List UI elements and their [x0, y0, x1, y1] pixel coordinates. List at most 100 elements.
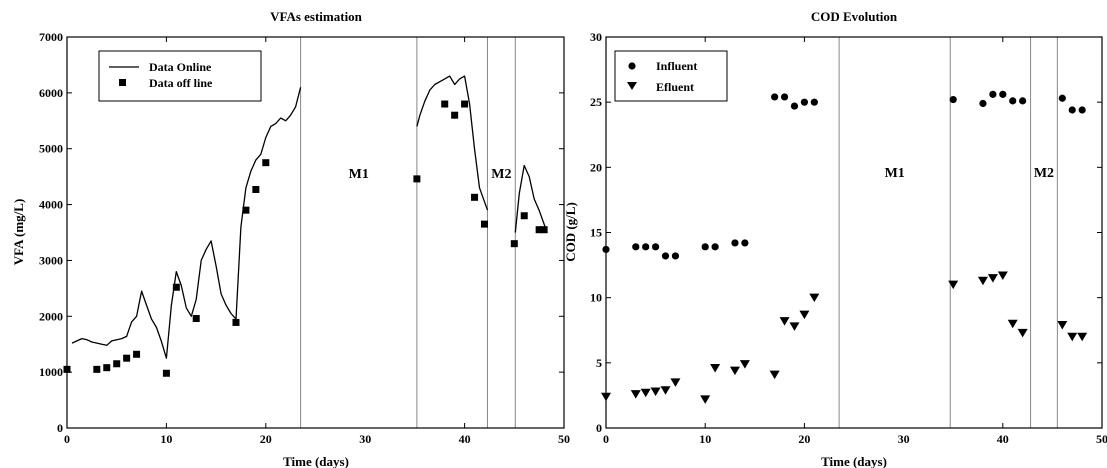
vfa-x-tick-label: 20 [260, 432, 272, 446]
cod-x-tick-label: 20 [798, 432, 810, 446]
cod-x-tick-label: 0 [603, 432, 609, 446]
cod-chart-title: COD Evolution [811, 9, 898, 24]
vfa-y-tick-label: 7000 [39, 30, 63, 44]
vfa-chart-title: VFAs estimation [270, 9, 363, 24]
cod-x-tick-label: 30 [898, 432, 910, 446]
vfa-region-m1 [300, 36, 418, 429]
data-point-data-off-line [451, 111, 459, 119]
vfa-y-tick-label: 6000 [39, 86, 63, 100]
data-point-data-off-line [93, 365, 101, 373]
legend-square-symbol [119, 79, 126, 86]
cod-y-tick-label: 30 [590, 30, 602, 44]
vfa-y-tick-label: 5000 [39, 142, 63, 156]
data-point-influent [810, 98, 818, 106]
data-point-efluent [977, 276, 988, 286]
cod-y-tick-label: 5 [596, 356, 602, 370]
data-point-influent [1058, 94, 1066, 102]
data-point-influent [1019, 97, 1027, 105]
vfa-x-tick-label: 30 [359, 432, 371, 446]
cod-x-tick-label: 10 [699, 432, 711, 446]
data-point-data-off-line [540, 226, 548, 234]
data-point-influent [671, 252, 680, 260]
legend-entry-data-offline: Data off line [149, 76, 213, 90]
data-point-efluent [1057, 321, 1068, 330]
data-point-influent [642, 243, 650, 251]
cod-y-axis-label: COD (g/L) [563, 202, 578, 262]
data-point-influent [731, 239, 739, 247]
data-point-efluent [987, 274, 998, 283]
cod-x-tick-label: 40 [997, 432, 1009, 446]
cod-region-m2 [1030, 36, 1058, 429]
data-point-efluent [789, 322, 800, 331]
data-point-influent [661, 252, 670, 260]
vfa-region-label-m2: M2 [491, 167, 511, 182]
cod-region-label-m2: M2 [1034, 166, 1054, 181]
data-point-influent [741, 239, 749, 247]
data-point-efluent [779, 317, 790, 326]
series-line-data-online [416, 75, 489, 211]
data-point-efluent [670, 378, 681, 387]
data-point-data-off-line [471, 193, 479, 201]
data-point-data-off-line [123, 354, 131, 362]
data-point-efluent [650, 387, 661, 397]
data-point-influent [1078, 106, 1086, 114]
data-point-influent [949, 95, 957, 104]
data-point-efluent [729, 366, 740, 376]
cod-legend: Influent Efluent [614, 50, 728, 102]
data-point-efluent [660, 386, 671, 395]
data-point-data-off-line [520, 212, 528, 220]
vfa-y-tick-label: 0 [57, 421, 63, 435]
vfa-chart: VFAs estimation Time (days) VFA (mg/L) 0… [11, 9, 570, 468]
data-point-data-off-line [232, 318, 240, 326]
cod-chart: COD Evolution Time (days) COD (g/L) 0 10 2… [563, 9, 1107, 468]
legend-circle-symbol [628, 62, 636, 70]
data-point-data-off-line [192, 315, 200, 323]
data-point-influent [989, 90, 997, 98]
vfa-legend: Data Online Data off line [98, 50, 262, 102]
data-point-efluent [630, 390, 641, 399]
data-point-influent [652, 243, 660, 251]
data-point-influent [800, 98, 809, 106]
data-point-efluent [769, 370, 780, 380]
data-point-efluent [710, 364, 721, 373]
legend-triangle-symbol [627, 82, 637, 90]
vfa-y-tick-label: 1000 [39, 365, 63, 379]
vfa-x-tick-label: 50 [558, 432, 570, 446]
vfa-y-axis-label: VFA (mg/L) [11, 199, 26, 266]
data-point-data-off-line [461, 100, 469, 108]
data-point-data-off-line [413, 175, 421, 183]
data-point-influent [999, 90, 1007, 98]
vfa-legend-box [98, 50, 262, 102]
legend-entry-data-online: Data Online [149, 60, 212, 74]
legend-entry-efluent: Efluent [656, 80, 694, 94]
data-point-data-off-line [172, 283, 180, 291]
cod-y-tick-label: 10 [590, 291, 602, 305]
vfa-region-label-m1: M1 [349, 167, 369, 182]
vfa-x-tick-label: 10 [160, 432, 172, 446]
cod-region-m1 [838, 36, 951, 429]
data-point-efluent [700, 395, 711, 404]
data-point-influent [711, 243, 719, 251]
vfa-y-tick-label: 3000 [39, 253, 63, 267]
data-point-efluent [997, 271, 1008, 281]
data-point-efluent [799, 310, 810, 320]
data-point-influent [771, 93, 779, 101]
vfa-y-tick-label: 2000 [39, 309, 63, 323]
cod-y-tick-label: 20 [590, 160, 602, 174]
legend-entry-influent: Influent [656, 59, 697, 73]
cod-y-tick-label: 0 [596, 421, 602, 435]
data-point-data-off-line [103, 364, 111, 372]
cod-legend-box [614, 50, 728, 102]
vfa-x-axis-label: Time (days) [283, 454, 349, 468]
data-point-data-off-line [252, 185, 260, 193]
vfa-x-tick-label: 40 [459, 432, 471, 446]
data-point-data-off-line [162, 369, 170, 377]
data-point-data-off-line [510, 240, 518, 248]
data-point-efluent [1017, 328, 1028, 338]
data-point-influent [701, 243, 709, 251]
data-point-data-off-line [113, 360, 121, 368]
data-point-efluent [640, 388, 651, 398]
data-point-influent [780, 93, 789, 101]
data-point-efluent [809, 293, 820, 303]
vfa-y-tick-label: 4000 [39, 198, 63, 212]
